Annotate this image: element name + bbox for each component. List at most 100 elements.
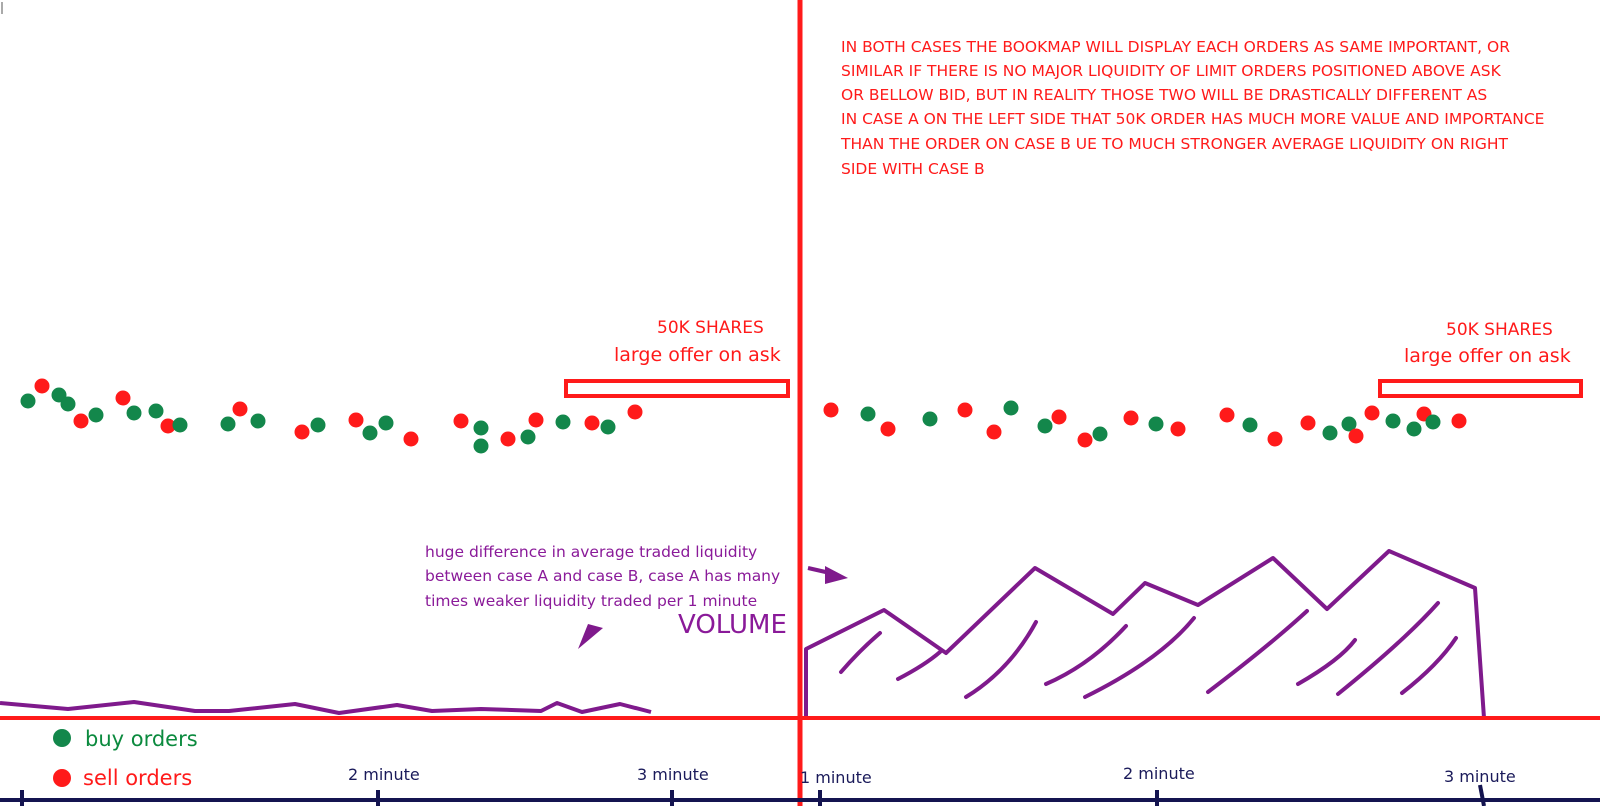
buy-order-dot	[555, 414, 571, 430]
buy-order-dot	[600, 419, 616, 435]
buy-order-dot	[250, 413, 266, 429]
sell-order-dot	[34, 378, 50, 394]
buy-order-dot	[1322, 425, 1338, 441]
hatch-stroke	[1044, 624, 1128, 686]
buy-order-dot	[172, 417, 188, 433]
annotation-line: IN CASE A ON THE LEFT SIDE THAT 50K ORDE…	[841, 110, 1544, 128]
case-b-offer-label: large offer on ask	[1404, 345, 1571, 367]
sell-order-dot	[627, 404, 643, 420]
hatch-stroke	[1083, 616, 1196, 699]
buy-order-dot	[1092, 426, 1108, 442]
buy-order-dot	[148, 403, 164, 419]
case-a-volume-line	[0, 700, 652, 715]
sell-order-dot	[1267, 431, 1283, 447]
sell-order-dot	[1170, 421, 1186, 437]
buy-order-dot	[1341, 416, 1357, 432]
sell-order-dot	[823, 402, 839, 418]
time-label-left-2: 2 minute	[348, 765, 420, 784]
buy-order-dot	[1242, 417, 1258, 433]
legend: buy orders sell orders	[53, 727, 198, 790]
sell-order-dot	[348, 412, 364, 428]
sell-order-dot	[403, 431, 419, 447]
sell-order-dot	[957, 402, 973, 418]
liquidity-note-line: between case A and case B, case A has ma…	[425, 567, 780, 585]
case-b-offer-box	[1378, 379, 1583, 398]
volume-hatching	[839, 601, 1458, 699]
sell-order-dot	[986, 424, 1002, 440]
order-dots	[20, 378, 1467, 454]
arrow-head-icon	[825, 566, 848, 584]
case-a-offer: 50K SHARES large offer on ask	[564, 318, 790, 398]
annotation-line: OR BELLOW BID, BUT IN REALITY THOSE TWO …	[841, 86, 1487, 104]
annotation-line: SIDE WITH CASE B	[841, 160, 985, 178]
sell-order-dot	[1348, 428, 1364, 444]
buy-order-dot	[1406, 421, 1422, 437]
case-a-offer-label: large offer on ask	[614, 344, 781, 366]
case-b-offer: 50K SHARES large offer on ask	[1378, 320, 1583, 398]
buy-order-dot	[1037, 418, 1053, 434]
buy-order-dot	[88, 407, 104, 423]
hatch-stroke	[1296, 638, 1357, 686]
sell-order-dot	[1051, 409, 1067, 425]
time-label-right-2: 2 minute	[1123, 764, 1195, 783]
case-b-volume-outline	[804, 549, 1486, 719]
sell-order-dot	[232, 401, 248, 417]
annotation-line: IN BOTH CASES THE BOOKMAP WILL DISPLAY E…	[841, 38, 1510, 56]
time-label-left-3: 3 minute	[637, 765, 709, 784]
buy-order-dot	[1425, 414, 1441, 430]
buy-order-dot	[220, 416, 236, 432]
annotation-block: IN BOTH CASES THE BOOKMAP WILL DISPLAY E…	[840, 38, 1544, 178]
buy-order-dot	[520, 429, 536, 445]
buy-order-dot	[20, 393, 36, 409]
buy-legend-dot	[53, 729, 71, 747]
buy-order-dot	[473, 438, 489, 454]
arrow-head-icon	[578, 624, 603, 649]
volume-label: VOLUME	[678, 610, 787, 640]
liquidity-note: huge difference in average traded liquid…	[425, 543, 848, 649]
buy-order-dot	[378, 415, 394, 431]
sell-order-dot	[1123, 410, 1139, 426]
buy-order-dot	[922, 411, 938, 427]
sell-order-dot	[160, 418, 176, 434]
sell-order-dot	[1077, 432, 1093, 448]
annotation-line: THAN THE ORDER ON CASE B UE TO MUCH STRO…	[840, 135, 1509, 153]
time-label-right-1: 1 minute	[800, 768, 872, 787]
case-b-shares-label: 50K SHARES	[1446, 320, 1553, 340]
buy-legend-label: buy orders	[85, 727, 198, 751]
sell-order-dot	[294, 424, 310, 440]
sell-order-dot	[1451, 413, 1467, 429]
sell-legend-label: sell orders	[83, 766, 192, 790]
buy-order-dot	[860, 406, 876, 422]
sell-order-dot	[528, 412, 544, 428]
buy-order-dot	[473, 420, 489, 436]
sell-order-dot	[584, 415, 600, 431]
case-a-offer-box	[564, 379, 790, 398]
buy-order-dot	[1003, 400, 1019, 416]
annotation-line: SIMILAR IF THERE IS NO MAJOR LIQUIDITY O…	[841, 62, 1502, 80]
liquidity-note-line: huge difference in average traded liquid…	[425, 543, 757, 561]
sell-order-dot	[1300, 415, 1316, 431]
sell-order-dot	[880, 421, 896, 437]
sell-order-dot	[500, 431, 516, 447]
buy-order-dot	[126, 405, 142, 421]
sell-order-dot	[1219, 407, 1235, 423]
sell-order-dot	[73, 413, 89, 429]
time-axis: 2 minute 3 minute 1 minute 2 minute 3 mi…	[0, 764, 1600, 806]
hatch-stroke	[896, 650, 942, 681]
liquidity-note-line: times weaker liquidity traded per 1 minu…	[425, 592, 757, 610]
sell-order-dot	[115, 390, 131, 406]
time-tick	[1478, 784, 1486, 806]
hatch-stroke	[1206, 609, 1309, 694]
hatch-stroke	[1336, 601, 1440, 696]
buy-order-dot	[362, 425, 378, 441]
time-label-right-3: 3 minute	[1444, 767, 1516, 786]
buy-order-dot	[1148, 416, 1164, 432]
sell-order-dot	[453, 413, 469, 429]
hatch-stroke	[1400, 636, 1458, 695]
sell-order-dot	[1364, 405, 1380, 421]
buy-order-dot	[60, 396, 76, 412]
buy-order-dot	[310, 417, 326, 433]
sell-legend-dot	[53, 769, 71, 787]
hatch-stroke	[964, 620, 1038, 699]
